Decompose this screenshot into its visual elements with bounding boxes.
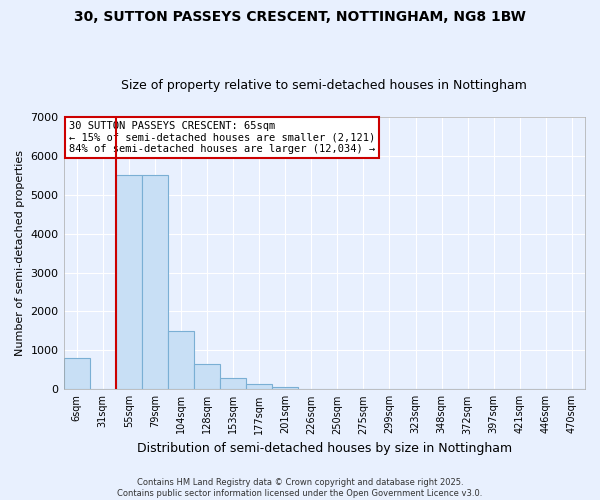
Text: Contains HM Land Registry data © Crown copyright and database right 2025.
Contai: Contains HM Land Registry data © Crown c…: [118, 478, 482, 498]
Bar: [246, 384, 272, 390]
Bar: [142, 175, 168, 390]
Bar: [194, 364, 220, 390]
Bar: [272, 388, 298, 390]
Bar: [220, 378, 246, 390]
Title: Size of property relative to semi-detached houses in Nottingham: Size of property relative to semi-detach…: [121, 79, 527, 92]
Bar: [116, 175, 142, 390]
Text: 30 SUTTON PASSEYS CRESCENT: 65sqm
← 15% of semi-detached houses are smaller (2,1: 30 SUTTON PASSEYS CRESCENT: 65sqm ← 15% …: [69, 121, 375, 154]
Bar: [298, 388, 324, 390]
Y-axis label: Number of semi-detached properties: Number of semi-detached properties: [15, 150, 25, 356]
Bar: [64, 358, 89, 390]
X-axis label: Distribution of semi-detached houses by size in Nottingham: Distribution of semi-detached houses by …: [137, 442, 512, 455]
Text: 30, SUTTON PASSEYS CRESCENT, NOTTINGHAM, NG8 1BW: 30, SUTTON PASSEYS CRESCENT, NOTTINGHAM,…: [74, 10, 526, 24]
Bar: [168, 331, 194, 390]
